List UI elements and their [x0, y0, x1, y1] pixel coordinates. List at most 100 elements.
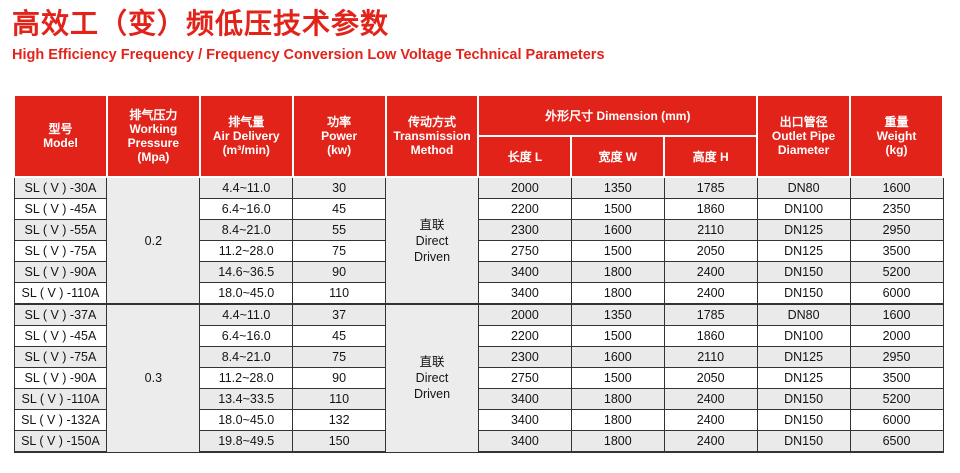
model-cell: SL ( V ) -37A	[13, 303, 108, 326]
power-cell: 37	[292, 303, 387, 326]
width-cell: 1800	[570, 282, 665, 305]
length-cell: 2750	[477, 240, 572, 262]
header-length: 长度 L	[477, 135, 573, 178]
header-working-pressure: 排气压力 Working Pressure (Mpa)	[105, 94, 201, 178]
height-cell: 2110	[663, 219, 758, 241]
model-cell: SL ( V ) -132A	[13, 409, 108, 431]
group-0.3mpa: SL ( V ) -37A 0.3 4.4~11.0 37 直联 Direct …	[13, 303, 944, 453]
table-row: SL ( V ) -30A 0.2 4.4~11.0 30 直联 Direct …	[13, 176, 944, 305]
outlet-cell: DN80	[756, 176, 851, 199]
weight-cell: 6500	[849, 430, 944, 453]
width-cell: 1600	[570, 219, 665, 241]
power-cell: 110	[292, 282, 387, 305]
height-cell: 1860	[663, 325, 758, 347]
table-row: SL ( V ) -132A 18.0~45.0 132 3400 1800 2…	[13, 409, 944, 431]
height-cell: 2050	[663, 367, 758, 389]
outlet-cell: DN125	[756, 219, 851, 241]
length-cell: 2300	[477, 346, 572, 368]
length-cell: 2750	[477, 367, 572, 389]
weight-cell: 2000	[849, 325, 944, 347]
width-cell: 1350	[570, 176, 665, 199]
outlet-cell: DN150	[756, 430, 851, 453]
technical-parameters-table: 型号 Model 排气压力 Working Pressure (Mpa) 排气量…	[13, 94, 944, 453]
outlet-cell: DN80	[756, 303, 851, 326]
model-cell: SL ( V ) -55A	[13, 219, 108, 241]
width-cell: 1350	[570, 303, 665, 326]
table-header: 型号 Model 排气压力 Working Pressure (Mpa) 排气量…	[13, 94, 944, 178]
power-cell: 90	[292, 261, 387, 283]
weight-cell: 1600	[849, 303, 944, 326]
weight-cell: 5200	[849, 261, 944, 283]
outlet-cell: DN150	[756, 388, 851, 410]
header-dimension-group: 外形尺寸 Dimension (mm)	[477, 94, 759, 137]
header-power: 功率 Power (kw)	[291, 94, 387, 178]
width-cell: 1800	[570, 409, 665, 431]
weight-cell: 6000	[849, 409, 944, 431]
height-cell: 2110	[663, 346, 758, 368]
air-delivery-cell: 18.0~45.0	[199, 282, 294, 305]
power-cell: 45	[292, 325, 387, 347]
power-cell: 90	[292, 367, 387, 389]
width-cell: 1500	[570, 367, 665, 389]
model-cell: SL ( V ) -45A	[13, 325, 108, 347]
weight-cell: 3500	[849, 240, 944, 262]
model-cell: SL ( V ) -30A	[13, 176, 108, 199]
model-cell: SL ( V ) -75A	[13, 346, 108, 368]
weight-cell: 2950	[849, 346, 944, 368]
length-cell: 2200	[477, 325, 572, 347]
pressure-cell: 0.2	[106, 176, 201, 305]
air-delivery-cell: 11.2~28.0	[199, 367, 294, 389]
page-title-english: High Efficiency Frequency / Frequency Co…	[12, 47, 605, 63]
header-model: 型号 Model	[13, 94, 108, 178]
transmission-cell: 直联 Direct Driven	[385, 176, 479, 305]
header-row-dimension-sub: 长度 L 宽度 W 高度 H	[14, 135, 943, 178]
air-delivery-cell: 6.4~16.0	[199, 198, 294, 220]
height-cell: 1785	[663, 303, 758, 326]
height-cell: 2400	[663, 282, 758, 305]
table-row: SL ( V ) -37A 0.3 4.4~11.0 37 直联 Direct …	[13, 303, 944, 453]
outlet-cell: DN100	[756, 325, 851, 347]
model-cell: SL ( V ) -150A	[13, 430, 108, 453]
power-cell: 75	[292, 346, 387, 368]
table-row: SL ( V ) -75A 11.2~28.0 75 2750 1500 205…	[13, 240, 944, 262]
length-cell: 3400	[477, 409, 572, 431]
pressure-cell: 0.3	[106, 303, 201, 453]
length-cell: 3400	[477, 388, 572, 410]
width-cell: 1800	[570, 388, 665, 410]
table-row: SL ( V ) -90A 11.2~28.0 90 2750 1500 205…	[13, 367, 944, 389]
height-cell: 2400	[663, 430, 758, 453]
length-cell: 2300	[477, 219, 572, 241]
length-cell: 3400	[477, 282, 572, 305]
power-cell: 45	[292, 198, 387, 220]
outlet-cell: DN125	[756, 367, 851, 389]
model-cell: SL ( V ) -110A	[13, 388, 108, 410]
header-outlet-pipe: 出口管径 Outlet Pipe Diameter	[756, 94, 852, 178]
header-air-delivery: 排气量 Air Delivery (m³/min)	[198, 94, 294, 178]
outlet-cell: DN125	[756, 240, 851, 262]
table-row: SL ( V ) -150A 19.8~49.5 150 3400 1800 2…	[13, 430, 944, 453]
table-row: SL ( V ) -45A 6.4~16.0 45 2200 1500 1860…	[13, 325, 944, 347]
outlet-cell: DN125	[756, 346, 851, 368]
length-cell: 2200	[477, 198, 572, 220]
weight-cell: 3500	[849, 367, 944, 389]
air-delivery-cell: 4.4~11.0	[199, 176, 294, 199]
outlet-cell: DN150	[756, 282, 851, 305]
weight-cell: 2950	[849, 219, 944, 241]
outlet-cell: DN150	[756, 261, 851, 283]
air-delivery-cell: 8.4~21.0	[199, 219, 294, 241]
width-cell: 1500	[570, 325, 665, 347]
model-cell: SL ( V ) -75A	[13, 240, 108, 262]
weight-cell: 1600	[849, 176, 944, 199]
air-delivery-cell: 4.4~11.0	[199, 303, 294, 326]
width-cell: 1800	[570, 430, 665, 453]
weight-cell: 5200	[849, 388, 944, 410]
height-cell: 1785	[663, 176, 758, 199]
air-delivery-cell: 14.6~36.5	[199, 261, 294, 283]
height-cell: 2050	[663, 240, 758, 262]
air-delivery-cell: 8.4~21.0	[199, 346, 294, 368]
weight-cell: 6000	[849, 282, 944, 305]
model-cell: SL ( V ) -110A	[13, 282, 108, 305]
length-cell: 2000	[477, 176, 572, 199]
group-0.2mpa: SL ( V ) -30A 0.2 4.4~11.0 30 直联 Direct …	[13, 176, 944, 305]
power-cell: 30	[292, 176, 387, 199]
